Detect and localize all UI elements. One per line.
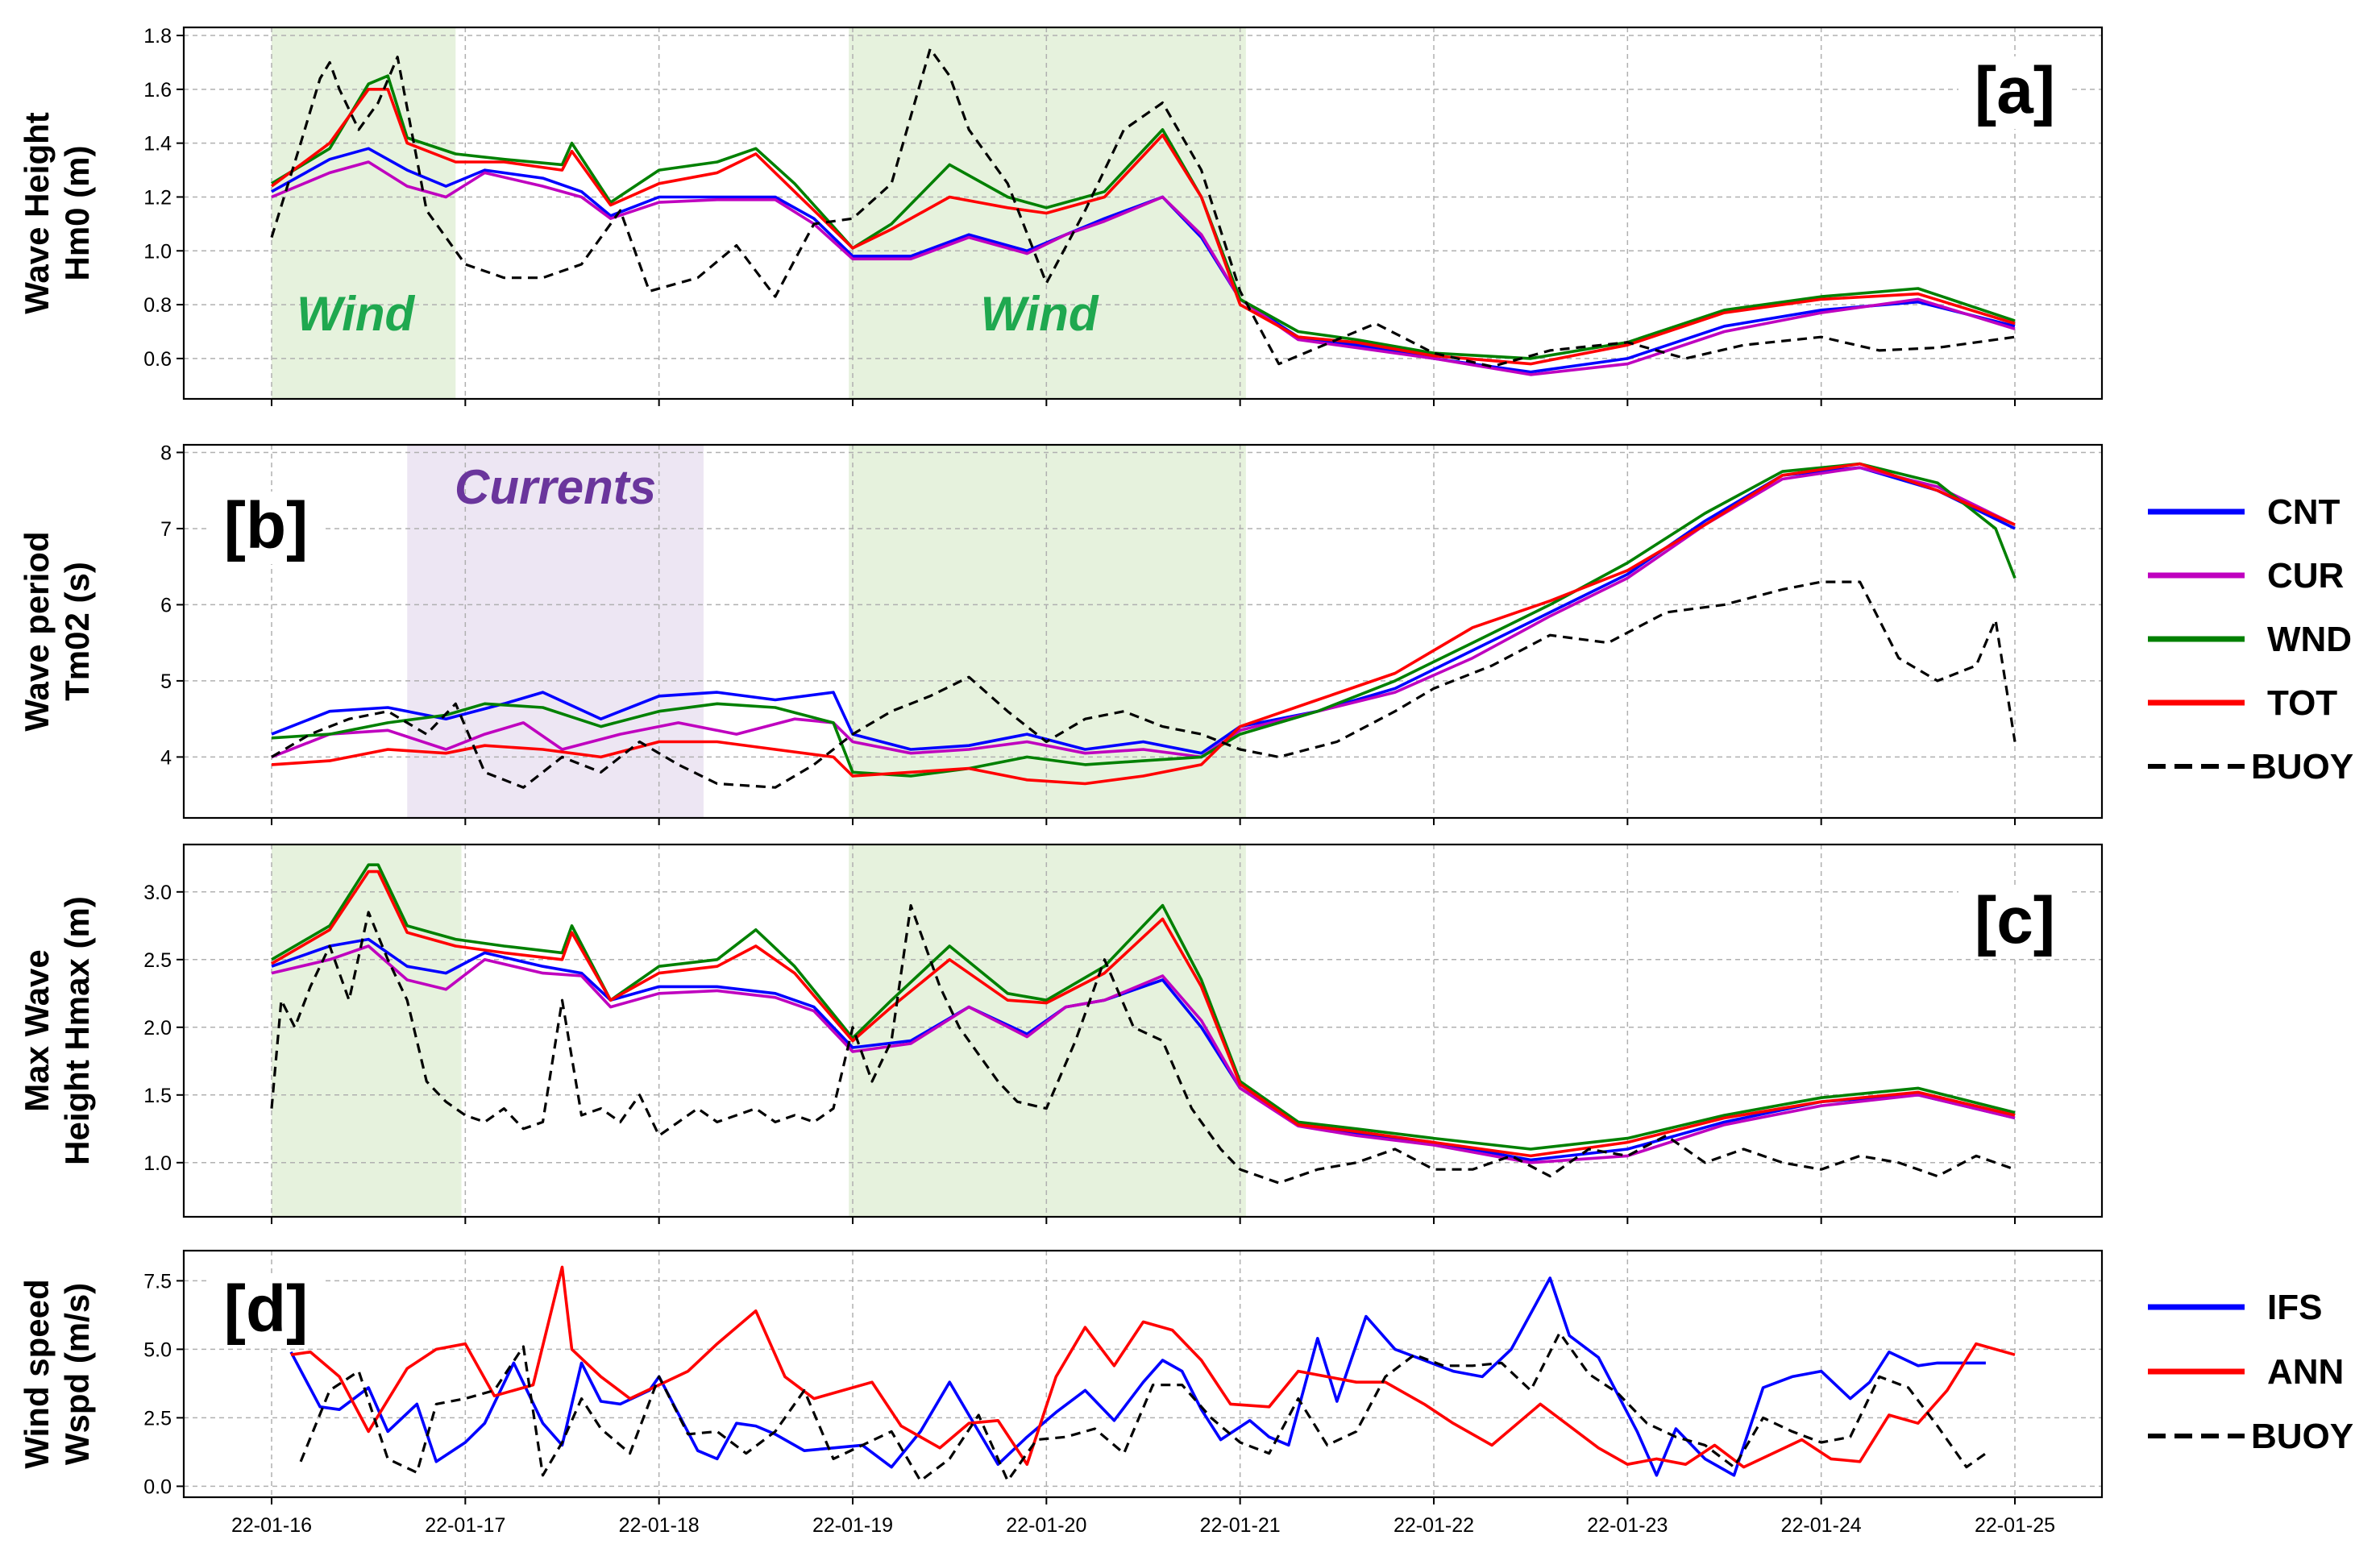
legend-top: CNT CUR WND TOT BUOY [2148,492,2353,786]
panel-tag: [b] [224,489,309,562]
x-tick-label: 22-01-17 [425,1514,505,1537]
y-tick-label: 1.6 [143,79,172,102]
series-line-ann [290,1265,2016,1469]
panel-tag-bg [1958,886,2071,959]
y-tick-label: 4 [160,746,172,769]
legend-label-ann: ANN [2267,1352,2344,1392]
x-tick-label: 22-01-24 [1781,1514,1862,1537]
series-line-cur [271,944,2016,1164]
y-axis-label: Wspd (m/s) [58,1283,96,1465]
x-tick-label: 22-01-16 [231,1514,312,1537]
y-axis-label: Hm0 (m) [58,145,96,280]
y-axis-label: Tm02 (s) [58,562,96,701]
y-tick-label: 8 [160,442,172,464]
series-line-wnd [271,462,2017,778]
x-tick-label: 22-01-18 [619,1514,700,1537]
shade-label-wind_1: Wind [297,287,415,341]
shaded-region [849,845,1246,1217]
y-tick-label: 2.5 [143,1407,172,1430]
y-tick-label: 1.4 [143,133,172,156]
series-line-buoy [270,903,2016,1185]
y-tick-label: 6 [160,594,172,616]
series-line-buoy [299,1331,1987,1483]
y-axis-label: Height Hmax (m) [58,896,96,1165]
axes-frame [182,443,2104,820]
y-tick-label: 1.2 [143,186,172,209]
panel-tag-bg [210,492,322,564]
y-tick-label: 2.0 [143,1017,172,1040]
panel-b: Currents 4 5 6 7 8 Wave period Tm02 (s) [b] [18,442,2104,825]
y-tick-label: 0.0 [143,1475,172,1498]
panel-tag: [d] [224,1272,309,1346]
series-line-buoy [271,580,2017,789]
y-tick-label: 0.6 [143,348,172,371]
series-line-wnd [271,863,2016,1151]
legend-bottom: IFS ANN BUOY [2148,1288,2353,1456]
panel-tag-bg [1958,56,2071,129]
panel-tag-bg [210,1275,322,1347]
y-tick-label: 3.0 [143,882,172,904]
series-line-tot [271,869,2016,1158]
x-tick-label: 22-01-21 [1200,1514,1281,1537]
legend-label-ifs: IFS [2267,1288,2322,1327]
shaded-region [407,445,704,818]
series-line-tot [270,88,2016,366]
x-tick-label: 22-01-25 [1975,1514,2055,1537]
shade-label-currents: Currents [455,460,656,514]
y-axis-label: Wave Height [18,112,56,313]
y-tick-label: 1.5 [143,1085,172,1107]
series-line-tot [271,462,2016,786]
legend-label-cnt: CNT [2267,492,2341,532]
x-tick-label: 22-01-20 [1006,1514,1086,1537]
shaded-region [849,445,1246,818]
y-tick-label: 1.0 [143,240,172,263]
y-tick-label: 7 [160,518,172,541]
x-tick-label: 22-01-22 [1394,1514,1474,1537]
panel-c: 1.0 1.5 2.0 2.5 3.0 Max Wave Height Hmax (m) [c… [18,843,2104,1224]
legend-label-tot: TOT [2267,683,2337,723]
y-axis-label: Wind speed [18,1279,56,1468]
legend-label-cur: CUR [2267,556,2344,596]
axes-frame [182,843,2104,1218]
series-line-ifs [289,1276,1986,1477]
y-tick-label: 1.8 [143,25,172,48]
x-tick-label: 22-01-19 [812,1514,893,1537]
legend-label-buoy: BUOY [2251,1417,2353,1456]
y-tick-label: 5 [160,670,172,693]
series-line-cur [271,466,2016,759]
legend-label-wnd: WND [2267,620,2352,659]
axes-frame [182,26,2104,400]
panel-d: 0.0 2.5 5.0 7.5 22-01-16 22-01-17 22-01-18 22-0… [18,1249,2104,1537]
shaded-region [272,845,462,1217]
y-tick-label: 7.5 [143,1270,172,1293]
x-tick-label: 22-01-23 [1587,1514,1668,1537]
axes-frame [182,1249,2104,1499]
shade-label-wind_2: Wind [980,287,1099,341]
panel-a: Wind Wind 0.6 0.8 1.0 1.2 1.4 1.6 1.8 Wave Height… [18,25,2104,406]
y-axis-label: Max Wave [18,949,56,1112]
series-line-cnt [271,147,2016,374]
series-line-wnd [271,74,2016,360]
legend-label-buoy: BUOY [2251,747,2353,786]
y-tick-label: 5.0 [143,1338,172,1361]
y-tick-label: 1.0 [143,1152,172,1175]
y-axis-label: Wave period [18,531,56,731]
panel-tag: [c] [1975,884,2055,957]
panel-tag: [a] [1975,54,2055,127]
series-line-cur [271,160,2016,376]
y-tick-label: 2.5 [143,949,172,972]
y-tick-label: 0.8 [143,294,172,317]
